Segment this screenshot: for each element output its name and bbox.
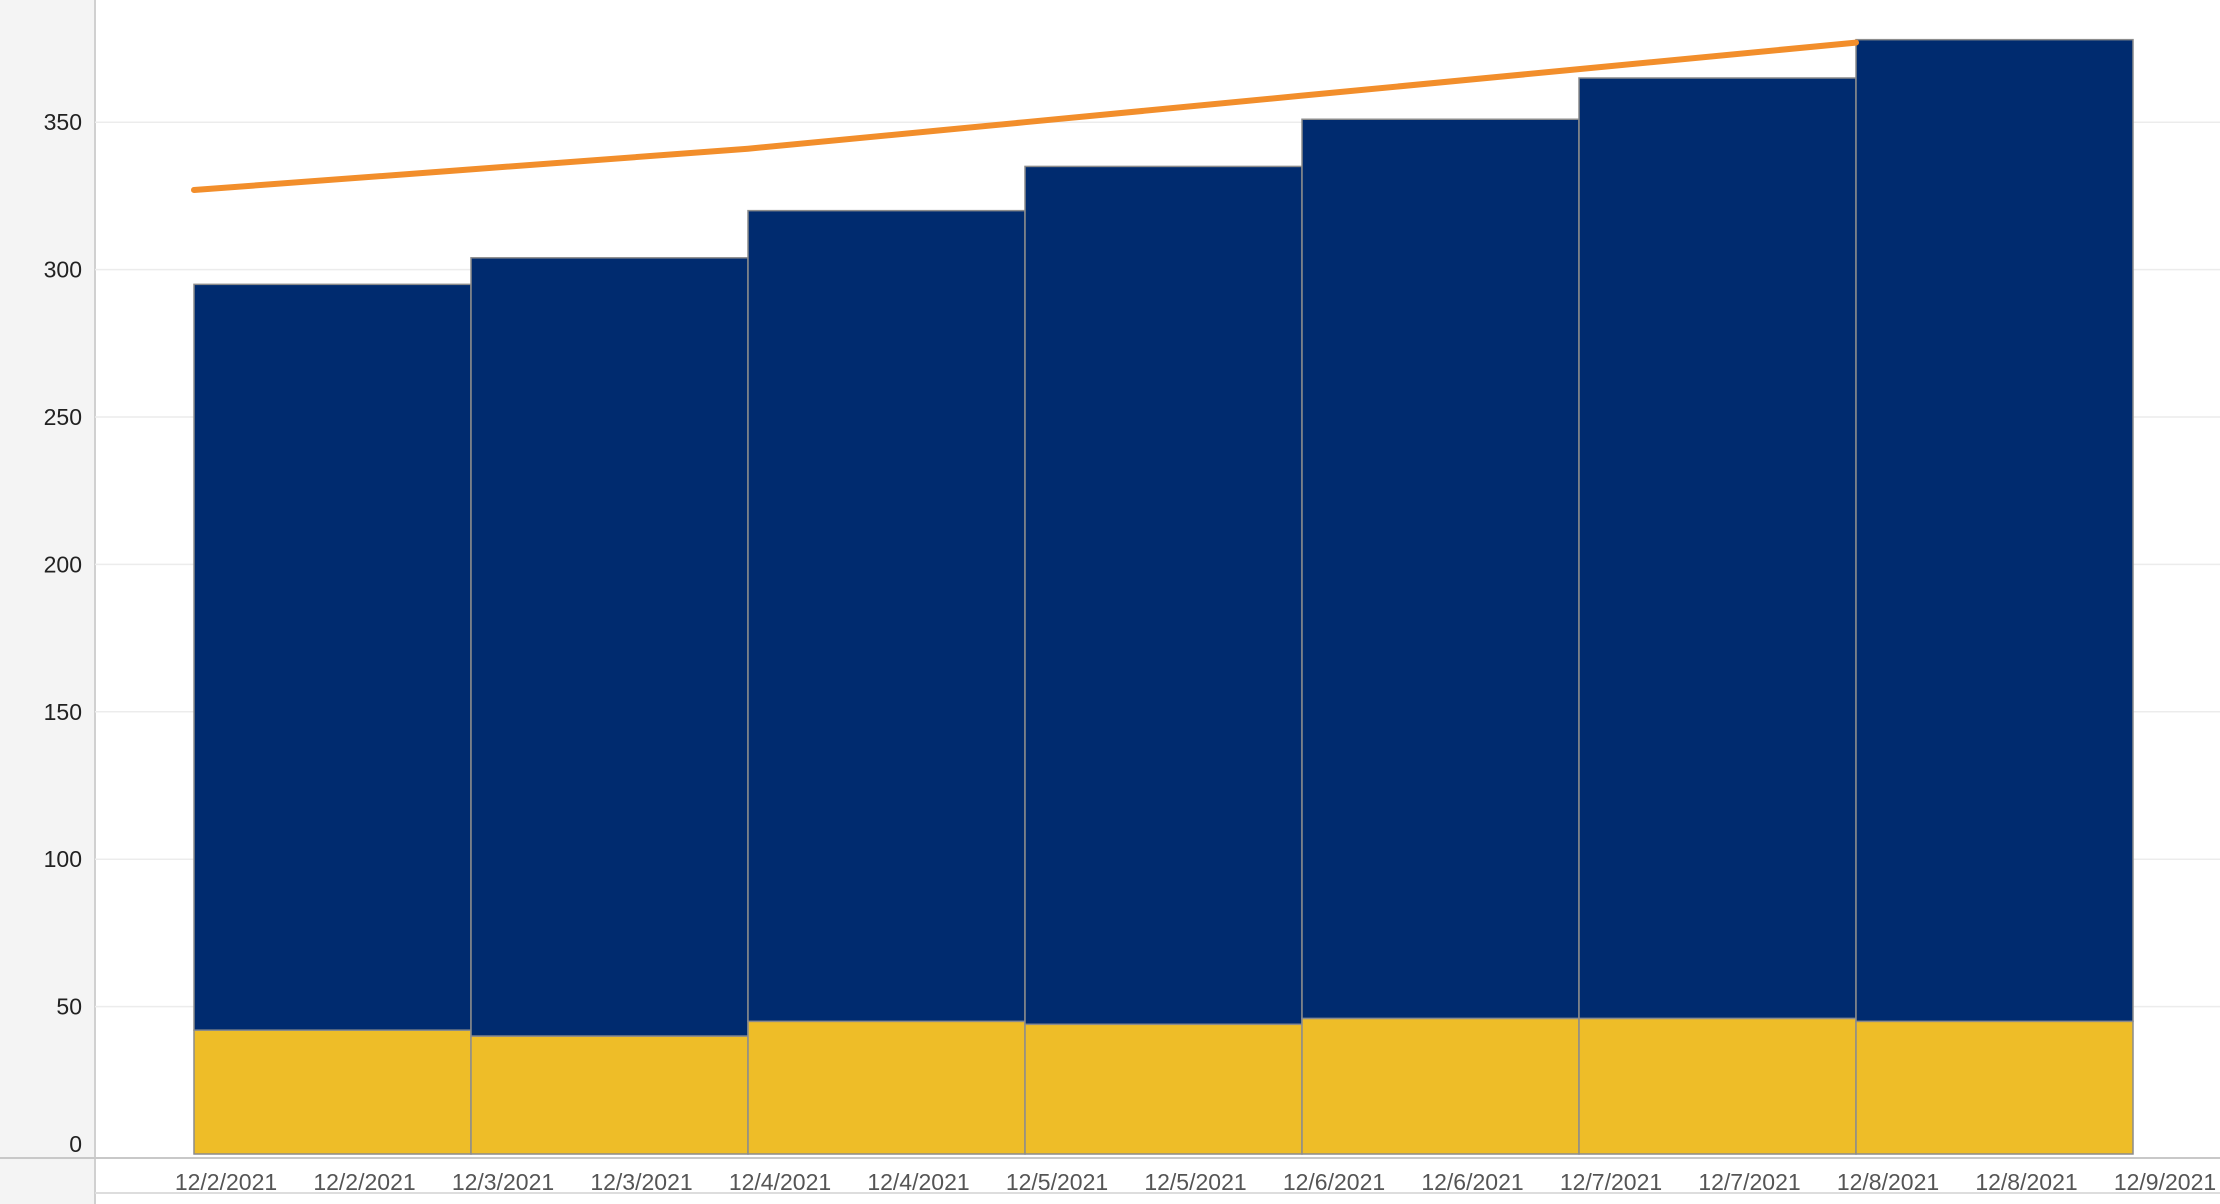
y-tick-label-50: 50	[56, 994, 82, 1020]
y-axis-tick-labels: 0 50 100 150 200 250 300 350	[44, 109, 82, 1157]
x-tick-label-9: 12/6/2021	[1283, 1169, 1385, 1195]
x-tick-label-10: 12/6/2021	[1421, 1169, 1523, 1195]
bar-segment-top-5	[1301, 118, 1580, 1020]
bar-segment-bottom-6	[1578, 1017, 1857, 1155]
x-tick-label-2: 12/2/2021	[313, 1169, 415, 1195]
x-tick-label-12: 12/7/2021	[1698, 1169, 1800, 1195]
x-tick-label-4: 12/3/2021	[590, 1169, 692, 1195]
y-tick-label-350: 350	[44, 109, 82, 135]
y-tick-label-150: 150	[44, 699, 82, 725]
y-tick-label-200: 200	[44, 551, 82, 577]
y-axis-panel	[0, 0, 95, 1204]
x-tick-label-11: 12/7/2021	[1560, 1169, 1662, 1195]
bar-segment-top-4	[1024, 165, 1303, 1026]
x-axis-tick-labels: 12/2/2021 12/2/2021 12/3/2021 12/3/2021 12/4…	[175, 1169, 2216, 1195]
bar-segment-top-6	[1578, 77, 1857, 1020]
x-tick-label-14: 12/8/2021	[1975, 1169, 2077, 1195]
bar-segment-bottom-5	[1301, 1017, 1580, 1155]
x-tick-label-8: 12/5/2021	[1144, 1169, 1246, 1195]
x-tick-label-5: 12/4/2021	[729, 1169, 831, 1195]
bar-segment-bottom-4	[1024, 1023, 1303, 1155]
bar-segment-bottom-3	[747, 1020, 1026, 1155]
bar-segment-bottom-2	[470, 1035, 749, 1155]
x-tick-label-6: 12/4/2021	[867, 1169, 969, 1195]
x-tick-label-7: 12/5/2021	[1006, 1169, 1108, 1195]
bar-segment-bottom-7	[1855, 1020, 2134, 1155]
y-tick-label-250: 250	[44, 404, 82, 430]
y-tick-label-300: 300	[44, 257, 82, 283]
bar-segment-top-7	[1855, 38, 2134, 1023]
bars	[193, 38, 2134, 1155]
x-tick-label-1: 12/2/2021	[175, 1169, 277, 1195]
trend-line-group	[191, 39, 1859, 194]
bar-segment-bottom-1	[193, 1029, 472, 1155]
y-tick-label-100: 100	[44, 846, 82, 872]
bar-segment-top-2	[470, 257, 749, 1037]
y-tick-label-0: 0	[69, 1131, 82, 1157]
bar-segment-top-3	[747, 209, 1026, 1023]
x-tick-label-15: 12/9/2021	[2114, 1169, 2216, 1195]
x-tick-label-3: 12/3/2021	[452, 1169, 554, 1195]
trend-line	[191, 39, 1859, 194]
x-tick-label-13: 12/8/2021	[1837, 1169, 1939, 1195]
bar-segment-top-1	[193, 283, 472, 1031]
